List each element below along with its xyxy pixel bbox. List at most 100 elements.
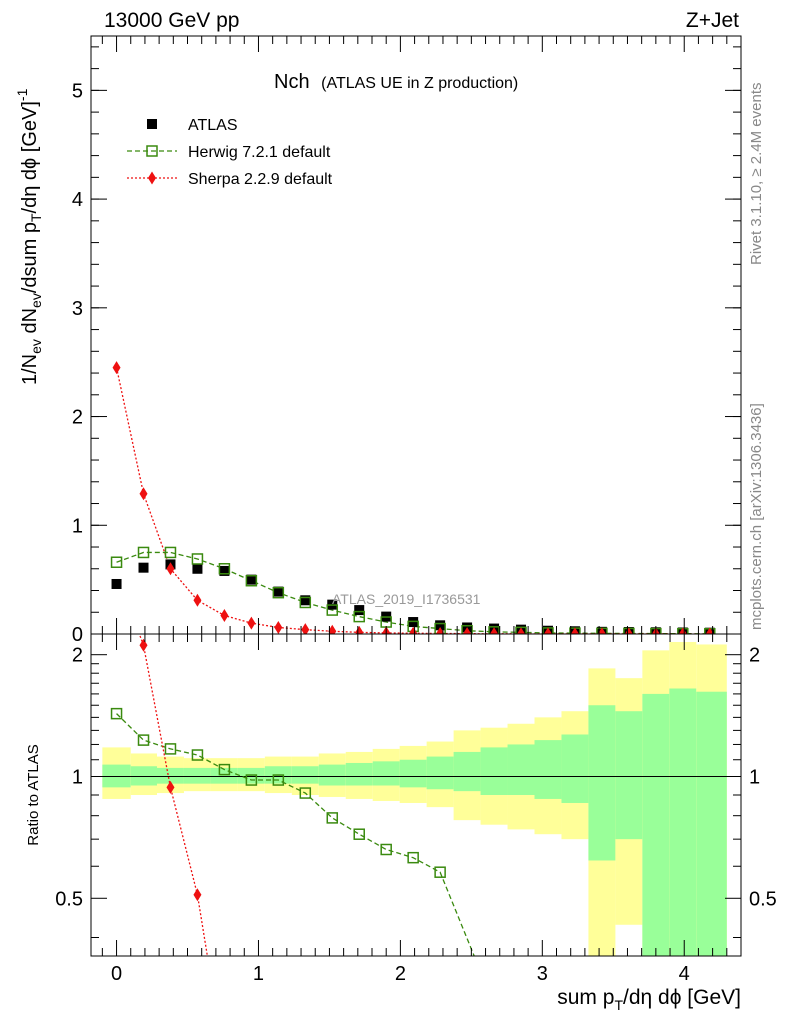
main-point-s2-13 [463,627,472,634]
main-point-s2-6 [274,620,283,634]
main-point-s2-2 [166,562,175,576]
main-ytick-label-1: 1 [72,515,83,537]
xtick-label-4: 4 [679,963,690,985]
ratio-point-s0-8 [326,812,339,824]
ratio-point-s0-5 [245,774,258,786]
chart-title: Nch (ATLAS UE in Z production) [274,71,518,93]
analysis-watermark: ATLAS_2019_I1736531 [332,591,481,607]
x-axis-label: sum pT/dη dϕ [GeV] [557,986,741,1013]
rivet-label: Rivet 3.1.10, ≥ 2.4M events [748,83,765,266]
main-point-s2-1 [139,487,148,501]
ratio-point-s0-11 [407,851,419,864]
legend-label-0: ATLAS [188,117,238,134]
legend-marker-0 [147,119,157,129]
main-point-s2-4 [220,609,229,623]
ratio-band-stat-2 [156,767,184,784]
ratio-point-s0-9 [353,828,365,840]
main-point-s0-3 [192,563,203,574]
ratio-point-s0-10 [380,843,392,856]
ratio-y-ticks: 0.5 0.5 1 1 2 2 [55,645,777,938]
main-point-s1-14 [488,626,500,634]
x-ticks: 0 1 2 3 4 [101,36,742,985]
ratio-band-stat-16 [534,740,562,799]
main-ytick-label-5: 5 [72,80,83,102]
main-point-s2-7 [301,623,310,634]
ratio-ytick-label-0: 0.5 [55,888,83,910]
ratio-band-stat-17 [561,734,589,803]
ratio-point-s1-2 [166,780,175,794]
ratio-plot-content [110,634,475,956]
ratio-band-stat-14 [480,747,508,795]
ratio-band-stat-13 [453,751,481,792]
main-point-s0-12 [435,620,446,631]
main-ytick-label-4: 4 [72,189,83,211]
xtick-label-0: 0 [111,963,122,985]
chart-title-main: Nch [274,71,310,93]
main-point-s1-3 [191,553,204,565]
ratio-band-stat-12 [426,756,454,790]
main-point-s2-9 [355,625,364,634]
ratio-y-axis-label: Ratio to ATLAS [25,744,42,845]
ratio-band-stat-3 [183,767,211,784]
main-point-s2-5 [247,616,256,630]
main-point-s1-13 [461,624,473,634]
ratio-band-stat-20 [642,693,670,956]
ratio-band-stat-0 [102,764,131,788]
legend-label-2: Sherpa 2.2.9 default [188,171,333,188]
main-point-s0-1 [138,562,149,573]
main-ytick-label-3: 3 [72,298,83,320]
ratio-point-s1-1 [139,638,148,652]
main-point-s0-0 [111,578,122,589]
main-point-s0-7 [300,595,311,606]
main-point-s2-16 [543,627,552,634]
ratio-point-s1-3 [193,888,202,902]
xtick-label-1: 1 [253,963,264,985]
main-point-s2-21 [678,627,687,634]
main-y-ticks: 0 1 2 3 4 5 [72,46,741,646]
main-point-s2-0 [112,361,121,375]
ratio-panel: 0.5 0.5 1 1 2 2 0 1 2 3 4 Ratio to ATLAS sum pT/d… [25,36,777,1013]
mcplots-label: mcplots.cern.ch [arXiv:1306.3436] [748,403,765,630]
main-point-s1-0 [110,556,123,568]
main-point-s1-8 [326,604,339,616]
main-point-s1-5 [245,574,258,587]
main-point-s2-18 [597,627,606,634]
ratio-ytick-label-r-2: 2 [749,645,760,667]
ratio-band-stat-21 [669,688,697,956]
main-point-s1-6 [272,586,285,599]
xtick-label-2: 2 [395,963,406,985]
ratio-ytick-label-2: 2 [72,645,83,667]
main-point-s2-12 [436,626,445,634]
main-point-s2-17 [570,627,579,634]
ratio-band-stat-19 [615,711,643,840]
ratio-point-s0-1 [137,734,150,746]
main-point-s1-4 [218,563,231,575]
chart-subtitle: (ATLAS UE in Z production) [321,75,518,92]
ratio-band-stat-18 [588,705,616,861]
ratio-band-stat-15 [507,744,535,795]
ratio-ytick-label-r-1: 1 [749,766,760,788]
ratio-band-stat-9 [345,762,373,786]
ratio-point-s0-3 [191,749,204,761]
header-left-label: 13000 GeV pp [104,9,239,32]
main-y-axis-label: 1/Nev dNev/dsum pT/dη dϕ [GeV]-1 [14,88,44,385]
ratio-band-stat-1 [130,766,157,786]
main-point-s1-2 [164,546,177,559]
main-point-s1-7 [299,596,312,609]
ratio-band-stat-11 [399,759,427,788]
main-point-s2-14 [490,627,499,634]
main-point-s1-1 [137,546,150,559]
legend-label-1: Herwig 7.2.1 default [188,144,331,161]
main-point-s2-15 [517,627,526,634]
main-point-s2-11 [409,626,418,634]
main-point-s0-4 [219,565,230,576]
ratio-point-s0-7 [299,787,312,799]
main-point-s2-19 [624,627,633,634]
ratio-point-s0-2 [164,743,177,755]
main-point-s2-3 [193,593,202,607]
legend-marker-2 [148,171,156,185]
ratio-band-stat-8 [318,764,346,786]
xtick-label-3: 3 [537,963,548,985]
